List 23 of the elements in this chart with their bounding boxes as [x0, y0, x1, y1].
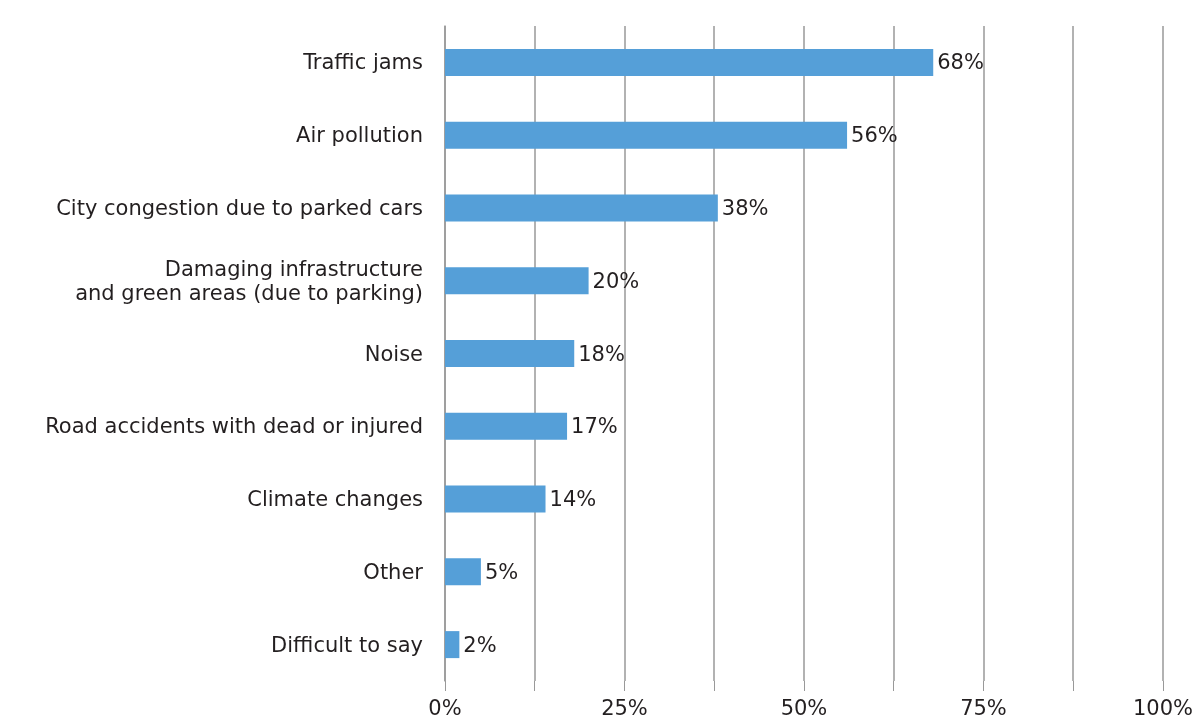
x-tick-label: 100% [1132, 695, 1194, 720]
y-tick-label: Damaging infrastructure and green areas (due to parking) [75, 256, 423, 305]
data-label: 14% [549, 487, 597, 512]
y-tick-label: Road accidents with dead or injured [45, 414, 423, 439]
data-label: 18% [578, 341, 625, 366]
data-label: 56% [851, 123, 898, 148]
y-tick-label: City congestion due to parked cars [56, 195, 423, 220]
data-label: 5% [484, 559, 519, 584]
x-tick-label: 25% [601, 695, 648, 720]
y-tick-label: Difficult to say [271, 632, 423, 657]
data-label: 38% [721, 195, 769, 220]
x-tick-label: 0% [428, 695, 462, 720]
y-tick-label: Air pollution [296, 123, 423, 148]
data-label: 20% [592, 268, 640, 293]
data-label: 68% [937, 50, 984, 75]
x-tick-label: 75% [960, 695, 1007, 720]
data-label: 2% [463, 632, 497, 657]
y-tick-label: Traffic jams [302, 50, 423, 75]
x-tick-label: 50% [780, 695, 828, 720]
y-tick-label: Climate changes [247, 487, 423, 512]
data-label: 17% [571, 414, 618, 439]
y-tick-label: Noise [364, 341, 423, 366]
y-tick-label: Other [363, 559, 424, 584]
